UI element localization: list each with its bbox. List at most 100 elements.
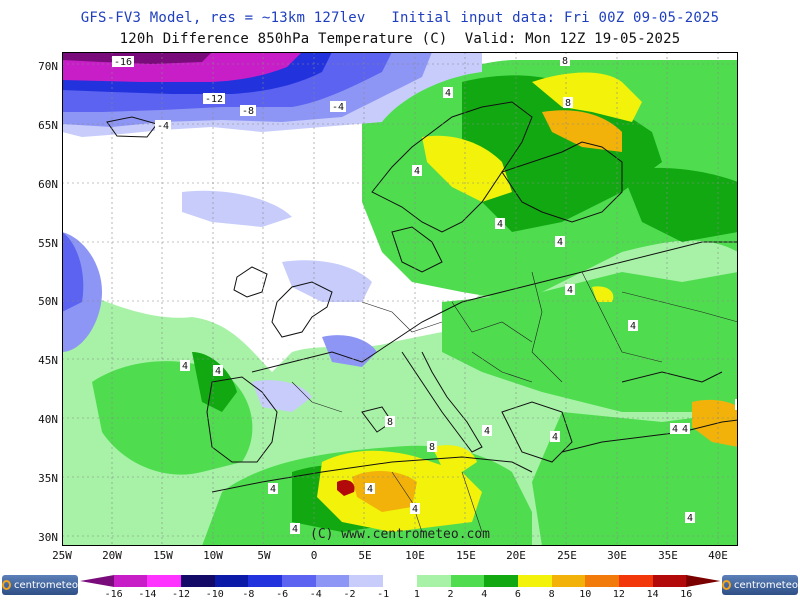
lat-label: 55N bbox=[38, 237, 58, 250]
warm-anomaly-fields bbox=[317, 72, 738, 532]
legend-label: 8 bbox=[548, 589, 555, 600]
contour-label-bg bbox=[560, 55, 570, 66]
contour-label-bg bbox=[563, 97, 573, 108]
temperature-difference-map: -16-12-8-4-44884444444844884444444 bbox=[62, 52, 745, 546]
contour-label: 4 bbox=[414, 166, 420, 177]
lon-label: 25E bbox=[557, 549, 577, 562]
legend-swatch bbox=[113, 575, 148, 587]
contour-label-bg bbox=[385, 416, 395, 427]
legend-label: -1 bbox=[377, 589, 390, 600]
legend-label: 16 bbox=[680, 589, 693, 600]
contour-label: 4 bbox=[445, 88, 451, 99]
legend-swatch bbox=[484, 575, 519, 587]
contour-label-bg bbox=[565, 284, 575, 295]
legend-swatch bbox=[214, 575, 249, 587]
lon-label: 30E bbox=[607, 549, 627, 562]
lon-label: 40E bbox=[708, 549, 728, 562]
copyright-watermark: (C) www.centrometeo.com bbox=[310, 527, 491, 542]
contour-label: -4 bbox=[157, 121, 169, 132]
contour-label: -16 bbox=[114, 57, 132, 68]
legend-swatch bbox=[652, 575, 687, 587]
contour-label: 4 bbox=[484, 426, 490, 437]
contour-label: 4 bbox=[367, 484, 373, 495]
contour-label-bg bbox=[268, 483, 278, 494]
legend-label: -16 bbox=[104, 589, 123, 600]
legend-swatch bbox=[315, 575, 350, 587]
contour-label-bg bbox=[112, 56, 134, 67]
contour-label: -8 bbox=[242, 106, 254, 117]
lat-label: 50N bbox=[38, 295, 58, 308]
lon-label: 20E bbox=[506, 549, 526, 562]
lon-label: 20W bbox=[102, 549, 122, 562]
country-borders bbox=[291, 271, 739, 533]
legend-label: -4 bbox=[309, 589, 322, 600]
legend-swatch bbox=[585, 575, 620, 587]
legend-swatch bbox=[282, 575, 317, 587]
contour-label-bg bbox=[180, 360, 190, 371]
contour-label: 4 bbox=[292, 524, 298, 535]
lon-label: 10W bbox=[203, 549, 223, 562]
lon-label: 25W bbox=[52, 549, 72, 562]
lon-label: 5W bbox=[257, 549, 271, 562]
legend-label: 1 bbox=[413, 589, 420, 600]
contour-label-bg bbox=[290, 523, 300, 534]
contour-label-bg bbox=[550, 431, 560, 442]
legend-swatch bbox=[686, 575, 721, 587]
contour-label-bg bbox=[628, 320, 638, 331]
map-area: -16-12-8-4-44884444444844884444444 bbox=[62, 52, 745, 546]
logo-ring-icon bbox=[722, 580, 731, 590]
contour-label-bg bbox=[680, 423, 690, 434]
lon-label: 15W bbox=[153, 549, 173, 562]
contour-label: 8 bbox=[737, 400, 738, 411]
contour-label: 4 bbox=[630, 321, 636, 332]
legend-swatch bbox=[248, 575, 283, 587]
centrometeo-logo-right[interactable]: centrometeo bbox=[722, 575, 798, 595]
legend-label: 2 bbox=[447, 589, 454, 600]
legend-label: -6 bbox=[276, 589, 289, 600]
legend-label: -10 bbox=[205, 589, 224, 600]
lat-label: 60N bbox=[38, 178, 58, 191]
contour-label-bg bbox=[410, 503, 420, 514]
coastlines bbox=[106, 101, 739, 493]
legend-swatch bbox=[383, 575, 418, 587]
contour-label-bg bbox=[155, 120, 171, 131]
contour-label: 8 bbox=[562, 56, 568, 67]
legend-label: 10 bbox=[579, 589, 592, 600]
contour-label: 8 bbox=[387, 417, 393, 428]
contour-label: 4 bbox=[682, 424, 688, 435]
field-title: 120h Difference 850hPa Temperature (C) V… bbox=[119, 31, 681, 47]
lat-lon-grid bbox=[62, 52, 738, 546]
lat-label: 40N bbox=[38, 413, 58, 426]
contour-label-bg bbox=[203, 93, 225, 104]
negative-anomaly-fields bbox=[62, 52, 482, 412]
contour-label: 4 bbox=[687, 513, 693, 524]
legend-swatch bbox=[181, 575, 216, 587]
model-title: GFS-FV3 Model, res = ~13km 127lev Initia… bbox=[80, 10, 720, 26]
legend-swatch bbox=[450, 575, 485, 587]
logo-text: centrometeo bbox=[733, 579, 798, 591]
legend-swatch bbox=[349, 575, 384, 587]
contour-label-bg bbox=[443, 87, 453, 98]
contour-label-bg bbox=[213, 365, 223, 376]
contour-label: 4 bbox=[567, 285, 573, 296]
contour-label-bg bbox=[412, 165, 422, 176]
legend-label: -2 bbox=[343, 589, 356, 600]
legend-swatch bbox=[618, 575, 654, 587]
legend-label: -14 bbox=[138, 589, 157, 600]
contour-label-bg bbox=[482, 425, 492, 436]
contour-label: 8 bbox=[565, 98, 571, 109]
lat-label: 70N bbox=[38, 60, 58, 73]
contour-label-bg bbox=[555, 236, 565, 247]
contour-label-bg bbox=[240, 105, 256, 116]
contour-label: 4 bbox=[215, 366, 221, 377]
contour-label: 8 bbox=[429, 442, 435, 453]
legend-label: 12 bbox=[612, 589, 625, 600]
contour-label-bg bbox=[365, 483, 375, 494]
legend-swatch bbox=[80, 575, 115, 587]
legend-label: -8 bbox=[242, 589, 255, 600]
centrometeo-logo-left[interactable]: centrometeo bbox=[2, 575, 78, 595]
lat-label: 65N bbox=[38, 119, 58, 132]
lon-label: 15E bbox=[456, 549, 476, 562]
contour-label: 4 bbox=[552, 432, 558, 443]
lon-label: 5E bbox=[358, 549, 372, 562]
